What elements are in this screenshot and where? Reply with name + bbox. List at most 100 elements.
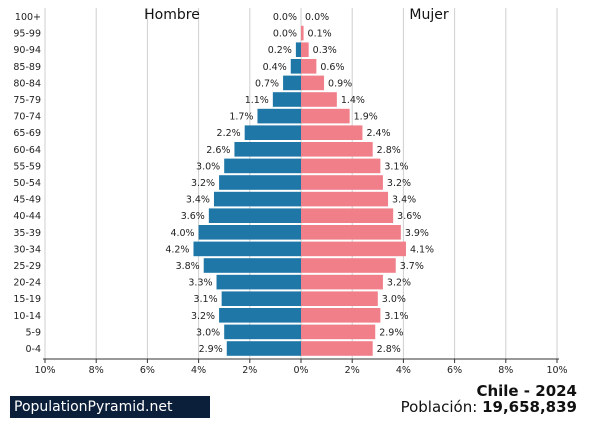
bar-mujer-10-14 — [301, 308, 381, 323]
age-label-50-54: 50-54 — [13, 178, 41, 189]
label-mujer-100+: 0.0% — [305, 12, 329, 23]
label-mujer-55-59: 3.1% — [384, 161, 408, 172]
label-mujer-80-84: 0.9% — [328, 78, 352, 89]
label-mujer-25-29: 3.7% — [400, 261, 424, 272]
bar-hombre-55-59 — [224, 158, 301, 174]
label-hombre-25-29: 3.8% — [176, 261, 200, 272]
bar-mujer-90-94 — [301, 42, 309, 57]
label-hombre-90-94: 0.2% — [268, 45, 292, 56]
brand-logo: PopulationPyramid.net — [10, 396, 210, 418]
age-label-15-19: 15-19 — [13, 294, 41, 305]
bar-hombre-75-79 — [272, 92, 301, 107]
age-label-60-64: 60-64 — [13, 145, 41, 156]
bar-hombre-65-69 — [244, 125, 301, 140]
age-label-45-49: 45-49 — [13, 195, 41, 206]
bar-mujer-25-29 — [301, 258, 396, 273]
label-hombre-55-59: 3.0% — [196, 161, 220, 172]
x-tick-label-2: 6% — [140, 365, 155, 376]
bar-mujer-85-89 — [301, 59, 317, 74]
label-hombre-50-54: 3.2% — [191, 178, 215, 189]
label-hombre-70-74: 1.7% — [229, 112, 253, 123]
bar-mujer-40-44 — [301, 208, 394, 223]
bar-mujer-45-49 — [301, 191, 389, 207]
age-label-10-14: 10-14 — [13, 311, 41, 322]
bar-hombre-5-9 — [224, 324, 301, 340]
label-hombre-60-64: 2.6% — [206, 145, 230, 156]
age-label-20-24: 20-24 — [13, 278, 41, 289]
label-mujer-45-49: 3.4% — [392, 195, 416, 206]
label-hombre-80-84: 0.7% — [255, 78, 279, 89]
bar-mujer-0-4 — [301, 341, 373, 356]
label-hombre-0-4: 2.9% — [199, 344, 223, 355]
label-hombre-95-99: 0.0% — [273, 29, 297, 40]
age-label-90-94: 90-94 — [13, 45, 41, 56]
label-hombre-45-49: 3.4% — [186, 195, 210, 206]
age-label-95-99: 95-99 — [13, 29, 41, 40]
population-line: Población: 19,658,839 — [401, 398, 577, 416]
age-label-40-44: 40-44 — [13, 211, 41, 222]
label-mujer-30-34: 4.1% — [410, 244, 434, 255]
label-mujer-10-14: 3.1% — [384, 311, 408, 322]
label-mujer-90-94: 0.3% — [313, 45, 337, 56]
population-pyramid-chart: 0.0% 0.0% 0.0% 0.1% 0.2% 0.3% 0.4% 0.6% 0.7% 0.9%… — [13, 7, 568, 376]
country-year: Chile - 2024 — [476, 382, 577, 400]
label-hombre-10-14: 3.2% — [191, 311, 215, 322]
label-mujer-85-89: 0.6% — [320, 62, 344, 73]
age-label-0-4: 0-4 — [25, 344, 41, 355]
bar-hombre-90-94 — [295, 42, 301, 57]
label-mujer-95-99: 0.1% — [308, 29, 332, 40]
age-label-55-59: 55-59 — [13, 161, 41, 172]
bar-mujer-80-84 — [301, 75, 325, 91]
age-label-5-9: 5-9 — [25, 327, 41, 338]
label-mujer-35-39: 3.9% — [405, 228, 429, 239]
bar-mujer-50-54 — [301, 175, 383, 190]
age-labels: 100+ 95-99 90-94 85-89 80-84 75-79 70-74 65-69 6… — [13, 12, 41, 355]
bar-hombre-80-84 — [283, 75, 301, 91]
x-axis: 10% 8% 6% 4% 2% 0% 2% 4% 6% 8% 10% — [34, 358, 568, 376]
label-mujer-70-74: 1.9% — [354, 112, 378, 123]
x-tick-label-6: 2% — [345, 365, 360, 376]
x-tick-label-0: 10% — [34, 365, 55, 376]
x-tick-label-3: 4% — [191, 365, 206, 376]
bar-hombre-45-49 — [213, 191, 301, 207]
bar-hombre-25-29 — [203, 258, 301, 273]
age-label-35-39: 35-39 — [13, 228, 41, 239]
bar-mujer-70-74 — [301, 108, 350, 124]
label-hombre-15-19: 3.1% — [193, 294, 217, 305]
age-label-30-34: 30-34 — [13, 244, 41, 255]
bar-hombre-60-64 — [234, 142, 301, 157]
label-mujer-0-4: 2.8% — [377, 344, 401, 355]
bar-hombre-35-39 — [198, 225, 301, 240]
legend: Hombre Mujer — [144, 7, 449, 23]
label-mujer-60-64: 2.8% — [377, 145, 401, 156]
label-hombre-20-24: 3.3% — [188, 278, 212, 289]
bar-mujer-75-79 — [301, 92, 337, 107]
age-label-25-29: 25-29 — [13, 261, 41, 272]
label-mujer-15-19: 3.0% — [382, 294, 406, 305]
label-hombre-30-34: 4.2% — [165, 244, 189, 255]
bar-hombre-30-34 — [193, 241, 301, 257]
bar-mujer-60-64 — [301, 142, 373, 157]
label-mujer-65-69: 2.4% — [366, 128, 390, 139]
label-hombre-35-39: 4.0% — [170, 228, 194, 239]
label-hombre-5-9: 3.0% — [196, 327, 220, 338]
x-tick-label-10: 10% — [546, 365, 567, 376]
bar-hombre-70-74 — [257, 108, 301, 124]
x-tick-label-1: 8% — [89, 365, 104, 376]
label-mujer-75-79: 1.4% — [341, 95, 365, 106]
x-tick-label-8: 6% — [447, 365, 462, 376]
label-mujer-50-54: 3.2% — [387, 178, 411, 189]
label-hombre-65-69: 2.2% — [217, 128, 241, 139]
value-labels: 0.0% 0.0% 0.0% 0.1% 0.2% 0.3% 0.4% 0.6% 0.7% 0.9%… — [165, 12, 434, 355]
x-tick-label-5: 0% — [293, 365, 308, 376]
bar-hombre-15-19 — [221, 291, 301, 306]
bar-hombre-85-89 — [290, 59, 301, 74]
bar-hombre-10-14 — [219, 308, 301, 323]
bar-hombre-50-54 — [219, 175, 301, 190]
bar-mujer-55-59 — [301, 158, 381, 174]
label-mujer-40-44: 3.6% — [397, 211, 421, 222]
x-tick-label-7: 4% — [396, 365, 411, 376]
label-hombre-100+: 0.0% — [273, 12, 297, 23]
label-hombre-40-44: 3.6% — [181, 211, 205, 222]
label-hombre-75-79: 1.1% — [245, 95, 269, 106]
